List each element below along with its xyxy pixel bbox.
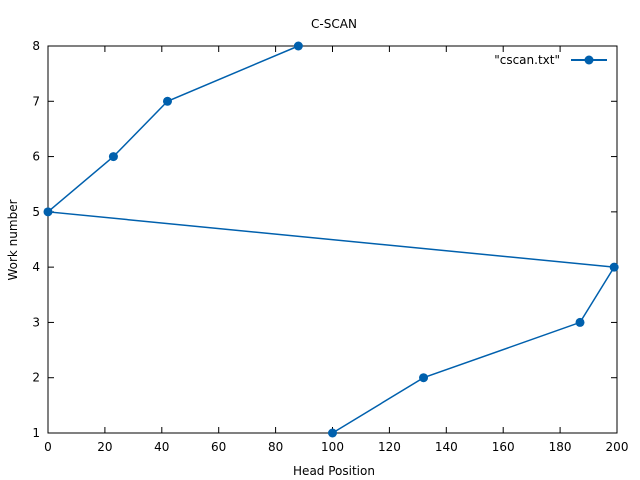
y-tick-label: 8: [32, 39, 40, 53]
legend-label: "cscan.txt": [494, 53, 560, 67]
x-tick-label: 40: [154, 440, 169, 454]
data-point: [419, 373, 429, 383]
y-tick-label: 1: [32, 426, 40, 440]
data-point: [609, 262, 619, 272]
x-tick-label: 20: [97, 440, 112, 454]
y-tick-label: 5: [32, 205, 40, 219]
x-axis-title: Head Position: [293, 464, 375, 478]
x-tick-label: 180: [549, 440, 572, 454]
y-tick-label: 3: [32, 315, 40, 329]
x-tick-label: 60: [211, 440, 226, 454]
data-point: [162, 96, 172, 106]
legend-marker: [584, 55, 594, 65]
y-tick-label: 4: [32, 260, 40, 274]
x-tick-label: 160: [492, 440, 515, 454]
x-tick-label: 120: [378, 440, 401, 454]
x-tick-label: 100: [321, 440, 344, 454]
x-tick-label: 0: [44, 440, 52, 454]
legend: "cscan.txt": [494, 53, 607, 67]
data-point: [328, 428, 337, 438]
x-tick-label: 200: [606, 440, 629, 454]
y-tick-label: 6: [32, 150, 40, 164]
series-layer: [43, 41, 619, 438]
y-tick-label: 7: [32, 94, 40, 108]
data-point: [43, 207, 53, 217]
x-tick-label: 80: [268, 440, 283, 454]
data-point: [293, 41, 303, 51]
y-axis-title: Work number: [6, 199, 20, 280]
y-tick-label: 2: [32, 371, 40, 385]
axes: 0 20 40 60 80 100 120 140 160 180 200 1 2 3 4 5 6 7 8: [32, 39, 628, 454]
data-point: [108, 152, 118, 162]
series-line: [46, 45, 616, 434]
data-point: [575, 317, 585, 327]
x-tick-label: 140: [435, 440, 458, 454]
chart-title: C-SCAN: [311, 17, 357, 31]
